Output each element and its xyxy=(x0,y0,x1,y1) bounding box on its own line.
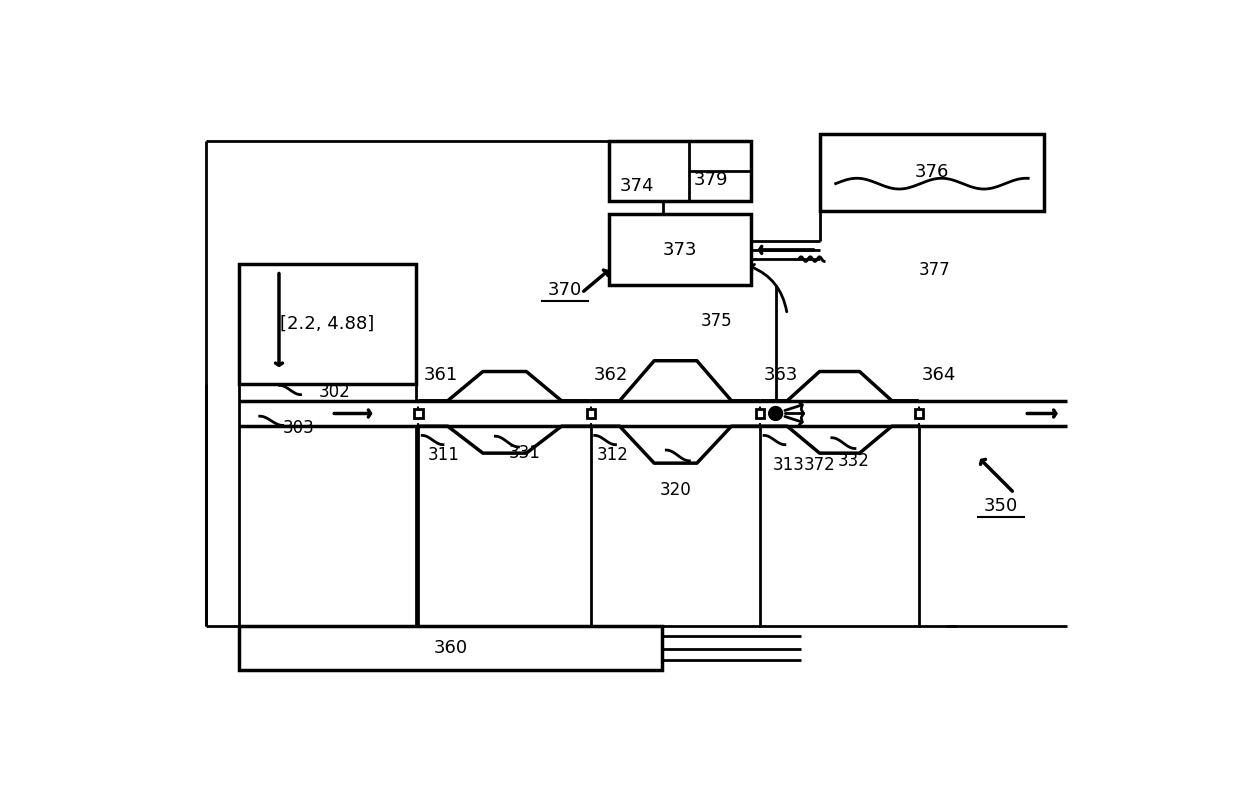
Text: 303: 303 xyxy=(283,419,315,437)
Text: 362: 362 xyxy=(594,365,629,384)
Text: 363: 363 xyxy=(764,365,797,384)
Text: 379: 379 xyxy=(693,171,728,189)
Text: 376: 376 xyxy=(915,163,949,181)
Text: 311: 311 xyxy=(428,446,460,464)
Text: [2.2, 4.88]: [2.2, 4.88] xyxy=(280,315,374,333)
Bar xyxy=(609,141,751,200)
Text: 350: 350 xyxy=(985,497,1018,515)
Text: 332: 332 xyxy=(837,452,869,470)
Text: 364: 364 xyxy=(921,365,956,384)
Text: 312: 312 xyxy=(596,446,629,464)
Bar xyxy=(756,410,765,417)
Text: 331: 331 xyxy=(508,444,541,462)
Bar xyxy=(821,134,1044,211)
Text: 302: 302 xyxy=(319,383,350,401)
Text: 372: 372 xyxy=(804,456,835,474)
Bar xyxy=(414,410,423,417)
Text: 361: 361 xyxy=(424,365,458,384)
Text: 377: 377 xyxy=(919,261,951,279)
Bar xyxy=(609,215,751,285)
Text: 374: 374 xyxy=(620,177,655,195)
Text: 370: 370 xyxy=(548,281,582,299)
Text: 373: 373 xyxy=(662,241,697,259)
Text: 320: 320 xyxy=(660,481,692,499)
Text: 360: 360 xyxy=(434,639,467,657)
Bar xyxy=(915,410,923,417)
Text: 313: 313 xyxy=(773,456,805,474)
Text: 375: 375 xyxy=(701,312,733,329)
Bar xyxy=(239,626,662,670)
Bar xyxy=(587,410,595,417)
Circle shape xyxy=(769,406,782,421)
Bar xyxy=(239,265,417,384)
